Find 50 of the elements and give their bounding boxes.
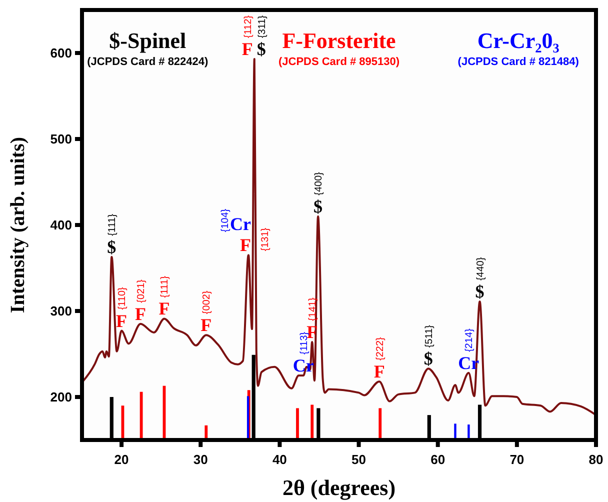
annotation: {111} bbox=[107, 213, 118, 236]
annotation: $ bbox=[107, 236, 116, 257]
text: Cr-Cr₂0₃ bbox=[477, 28, 560, 53]
annotation: {141} bbox=[308, 296, 319, 321]
x-tick-label: 20 bbox=[114, 452, 129, 467]
annotation: {112} bbox=[242, 14, 254, 38]
annotation: F bbox=[116, 310, 128, 331]
annotation: {021} bbox=[136, 278, 148, 303]
annotation: $ bbox=[475, 282, 484, 302]
annotation: {400} bbox=[314, 171, 325, 196]
annotation: F bbox=[158, 298, 170, 319]
annotation: F bbox=[374, 362, 385, 382]
annotation: F bbox=[240, 235, 251, 256]
y-tick-label: 600 bbox=[50, 46, 72, 61]
annotation: F bbox=[200, 315, 212, 336]
annotation: {113} bbox=[298, 331, 310, 354]
y-tick-label: 500 bbox=[50, 132, 72, 147]
annotation: (JCPDS Card # 895130) bbox=[278, 56, 400, 68]
x-axis-title: 2θ (degrees) bbox=[282, 475, 396, 500]
annotation: {440} bbox=[475, 256, 486, 281]
annotation: {111} bbox=[160, 275, 171, 298]
annotation: F bbox=[242, 39, 253, 60]
y-axis-title: Intensity (arb. units) bbox=[7, 136, 29, 314]
y-tick-label: 400 bbox=[50, 218, 72, 233]
text: F-Forsterite bbox=[282, 28, 396, 53]
annotation: $ bbox=[256, 39, 266, 60]
x-tick-label: 40 bbox=[272, 452, 287, 467]
x-tick-label: 80 bbox=[588, 452, 604, 467]
annotation: {511} bbox=[424, 324, 435, 348]
annotation: {110} bbox=[117, 286, 128, 310]
x-tick-label: 30 bbox=[193, 452, 208, 467]
annotation: $ bbox=[314, 196, 323, 216]
x-tick-label: 50 bbox=[352, 452, 366, 467]
annotation: (JCPDS Card # 821484) bbox=[458, 56, 580, 68]
annotation: {104} bbox=[220, 208, 231, 232]
line-series bbox=[81, 58, 597, 416]
text: $-Spinel bbox=[109, 28, 186, 53]
annotation: F bbox=[135, 304, 146, 324]
annotation: {002} bbox=[202, 290, 213, 314]
annotation: $ bbox=[424, 348, 433, 369]
y-tick-label: 300 bbox=[50, 304, 72, 319]
x-tick-label: 70 bbox=[510, 452, 524, 467]
annotation: {311} bbox=[256, 14, 268, 38]
annotation: (JCPDS Card # 822424) bbox=[87, 56, 209, 68]
annotation: {214} bbox=[464, 328, 476, 352]
annotation: {222} bbox=[374, 336, 386, 361]
annotation: Cr bbox=[230, 214, 251, 234]
annotation: {131} bbox=[260, 227, 271, 252]
y-tick-label: 200 bbox=[50, 390, 72, 405]
x-tick-label: 60 bbox=[430, 452, 446, 467]
